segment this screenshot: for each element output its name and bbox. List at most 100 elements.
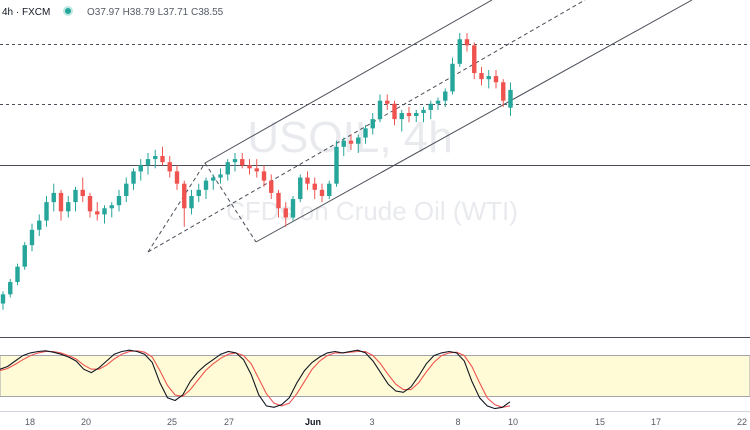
candle-body	[443, 91, 448, 101]
candle-body	[138, 165, 143, 172]
candle	[218, 168, 223, 184]
candle	[58, 189, 64, 221]
candle-body	[51, 192, 56, 203]
candle	[8, 278, 13, 298]
candle	[240, 152, 245, 169]
candle	[66, 195, 71, 218]
candle-body	[305, 177, 310, 184]
candle-body	[232, 159, 238, 163]
candle-body	[95, 211, 100, 215]
candle	[276, 189, 281, 218]
horizontal-levels[interactable]	[0, 44, 750, 166]
candle-body	[189, 195, 194, 209]
candle-body	[87, 195, 93, 212]
channel-upper-line[interactable]	[204, 0, 493, 164]
symbol-feed[interactable]: 4h · FXCM	[2, 7, 50, 18]
candle-body	[167, 162, 172, 172]
stochastic-oscillator	[0, 349, 511, 410]
candle-body	[116, 195, 122, 206]
candle	[464, 33, 470, 52]
candle	[334, 140, 339, 187]
candle	[0, 291, 6, 310]
candle	[37, 214, 42, 236]
candle	[457, 33, 462, 67]
candle-body	[276, 192, 281, 209]
candle	[225, 159, 230, 181]
header-background	[0, 0, 290, 22]
candle	[189, 189, 194, 215]
candle-body	[312, 183, 317, 190]
candle-body	[8, 282, 13, 295]
candle	[428, 100, 433, 120]
candle-body	[479, 73, 484, 80]
candle-body	[37, 220, 42, 230]
watermark-description: CFDs on Crude Oil (WTI)	[226, 196, 518, 226]
candle	[450, 57, 455, 95]
candle-body	[356, 137, 361, 144]
candle-body	[22, 245, 27, 267]
channel-lower-line[interactable]	[255, 0, 693, 243]
candle-body	[486, 76, 491, 80]
candle-body	[341, 140, 346, 147]
candle	[174, 165, 180, 190]
candle-body	[501, 82, 506, 101]
candle	[167, 156, 172, 178]
candle	[73, 186, 78, 212]
candle-body	[290, 199, 296, 218]
candle-body	[435, 100, 441, 104]
stoch-k-line	[0, 349, 511, 410]
candle	[392, 100, 397, 126]
candle-body	[298, 177, 303, 200]
candle-body	[218, 174, 223, 178]
candle-body	[399, 112, 404, 120]
candle	[501, 79, 506, 107]
x-tick-label: 10	[508, 417, 518, 427]
channel-median-line[interactable]	[147, 0, 586, 253]
x-tick-label: 25	[167, 417, 177, 427]
candle	[283, 202, 288, 227]
candle-body	[44, 202, 49, 221]
candle	[124, 177, 129, 203]
candle	[29, 223, 35, 252]
candle-body	[327, 183, 332, 196]
candle-body	[211, 177, 216, 181]
candle	[116, 189, 122, 212]
candle-body	[182, 183, 187, 209]
candle-body	[29, 229, 35, 246]
candle	[399, 109, 404, 132]
candle-body	[196, 189, 201, 196]
candle	[261, 165, 267, 187]
candle-body	[153, 156, 158, 160]
candle-body	[414, 112, 419, 117]
x-tick-label: 20	[81, 417, 91, 427]
time-axis[interactable]: 18 20 25 27 Jun 3 8 10 15 17 22	[25, 417, 747, 427]
candle-body	[102, 208, 107, 215]
candle-body	[392, 103, 397, 120]
candle-body	[254, 168, 259, 172]
candle	[131, 168, 136, 190]
channel-anchor-line-1[interactable]	[147, 162, 206, 253]
candle-body	[269, 180, 274, 193]
candle-body	[109, 205, 114, 209]
candle	[95, 202, 100, 221]
x-tick-label: 17	[651, 417, 661, 427]
candlestick-series	[0, 33, 513, 310]
candle-body	[160, 156, 165, 163]
candle-body	[319, 189, 325, 196]
candle	[182, 180, 187, 227]
candle	[472, 42, 477, 80]
candle	[508, 82, 513, 116]
candle-body	[261, 171, 267, 181]
candle-body	[421, 109, 426, 113]
candle-body	[334, 146, 339, 184]
candle-body	[0, 294, 6, 304]
candle	[341, 137, 346, 157]
stoch-d-line	[0, 350, 511, 408]
candle-body	[508, 89, 513, 108]
candle	[290, 195, 296, 221]
candle	[377, 94, 383, 123]
candle	[493, 69, 499, 89]
candle	[486, 69, 491, 89]
candle	[363, 125, 368, 144]
